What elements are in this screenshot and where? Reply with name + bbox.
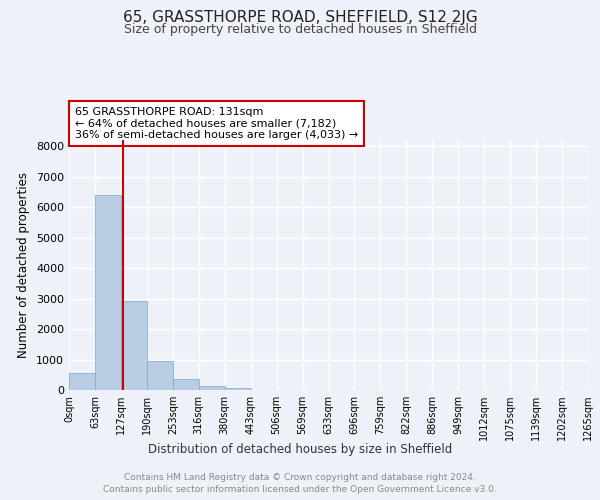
Bar (199, 386, 224, 390)
Bar (147, 360, 173, 390)
Text: Contains public sector information licensed under the Open Government Licence v3: Contains public sector information licen… (103, 485, 497, 494)
Bar (225, 388, 251, 390)
Text: 65, GRASSTHORPE ROAD, SHEFFIELD, S12 2JG: 65, GRASSTHORPE ROAD, SHEFFIELD, S12 2JG (122, 10, 478, 25)
Bar (69, 373, 95, 390)
Bar (173, 380, 199, 390)
Text: Contains HM Land Registry data © Crown copyright and database right 2024.: Contains HM Land Registry data © Crown c… (124, 472, 476, 482)
Text: Size of property relative to detached houses in Sheffield: Size of property relative to detached ho… (124, 22, 476, 36)
Y-axis label: Number of detached properties: Number of detached properties (17, 172, 31, 358)
Text: Distribution of detached houses by size in Sheffield: Distribution of detached houses by size … (148, 442, 452, 456)
Bar (95, 196, 121, 390)
Text: 65 GRASSTHORPE ROAD: 131sqm
← 64% of detached houses are smaller (7,182)
36% of : 65 GRASSTHORPE ROAD: 131sqm ← 64% of det… (75, 107, 358, 140)
Bar (121, 300, 147, 390)
